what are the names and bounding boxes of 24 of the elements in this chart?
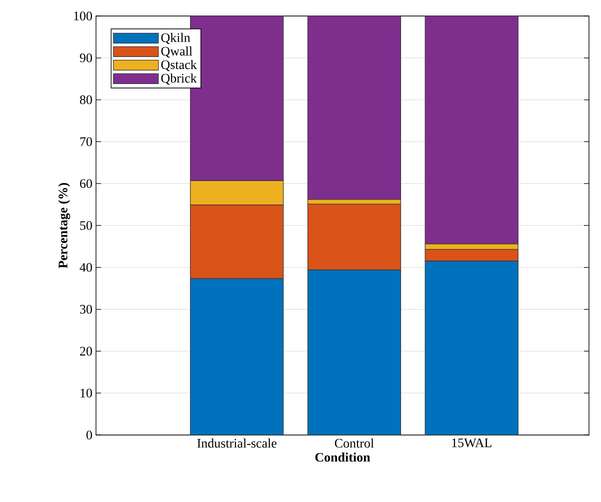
y-axis-title: Percentage (%) — [58, 183, 70, 268]
y-tick-label: 80 — [80, 95, 92, 104]
legend-label: Qbrick — [161, 73, 197, 85]
x-tick-label: 15WAL — [452, 438, 492, 448]
bar — [307, 16, 402, 200]
x-tick-label: Control — [334, 438, 374, 448]
y-tick-label: 20 — [80, 346, 92, 356]
x-tick-label: Industrial-scale — [197, 438, 276, 448]
bar — [190, 278, 284, 435]
y-tick-label: 10 — [80, 388, 92, 398]
bar — [424, 260, 518, 435]
y-tick-label: 0 — [86, 430, 92, 440]
y-tick-label: 50 — [80, 221, 92, 230]
y-tick-label: 40 — [80, 263, 92, 272]
y-tick-label: 30 — [80, 304, 92, 314]
y-tick-label: 60 — [80, 179, 92, 188]
legend-label: Qkiln — [161, 32, 190, 44]
legend-label: Qstack — [161, 60, 197, 72]
y-tick-label: 70 — [80, 137, 92, 146]
x-axis-title: Condition — [315, 452, 370, 462]
legend-label: Qwall — [161, 46, 192, 58]
y-tick-label: 100 — [74, 12, 92, 20]
bar — [308, 270, 401, 435]
y-tick-label: 90 — [80, 54, 92, 62]
